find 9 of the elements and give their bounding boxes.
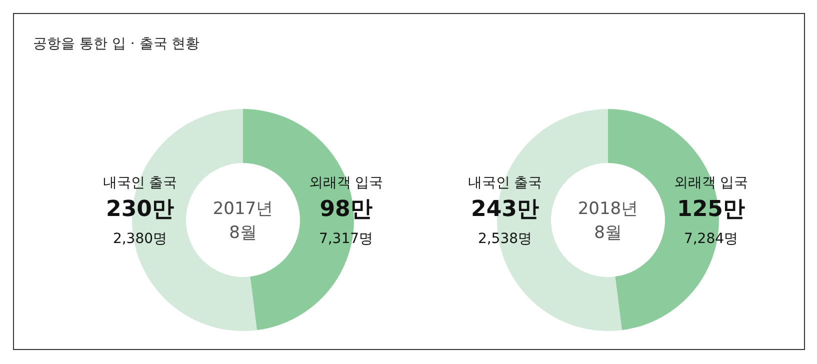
text: 2017년 8월 bbox=[212, 199, 274, 243]
text: 230만 2,380명 bbox=[106, 197, 174, 247]
text: 243만 2,538명 bbox=[471, 197, 539, 247]
chart-title: 공항을 통한 입 · 출국 현황 bbox=[33, 36, 200, 52]
text: 2018년 8월 bbox=[578, 199, 638, 243]
slice-label: 내국인 출국 bbox=[102, 175, 178, 191]
slice-label: 외래객 입국 bbox=[308, 175, 384, 191]
slice-label: 외래객 입국 bbox=[674, 175, 748, 191]
slice-label: 내국인 출국 bbox=[468, 175, 542, 191]
